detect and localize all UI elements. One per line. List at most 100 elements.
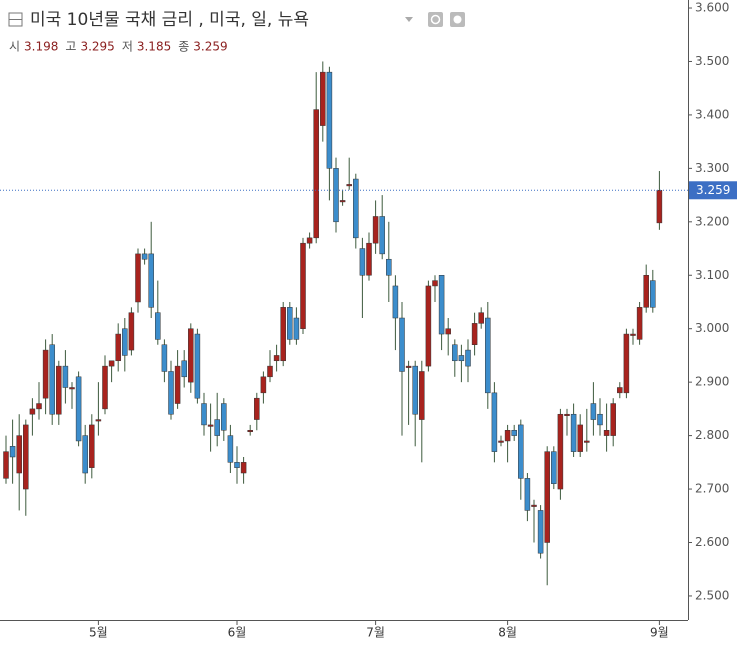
- candle-body: [122, 328, 128, 356]
- y-tick-label: 3.400: [695, 107, 729, 121]
- candle-body: [333, 168, 339, 223]
- ohlc-line: 시 3.198 고 3.295 저 3.185 종 3.259: [9, 40, 228, 54]
- x-tick-label: 8월: [498, 626, 517, 640]
- candle-body: [518, 424, 524, 479]
- x-tick-label: 9월: [650, 626, 669, 640]
- candle-body: [141, 253, 148, 260]
- settings-icon[interactable]: [428, 12, 443, 27]
- candle-body: [485, 317, 491, 394]
- y-tick-label: 3.200: [695, 214, 729, 228]
- candle-body: [148, 253, 154, 308]
- gear-icon-glyph: [453, 15, 462, 24]
- candle-body: [36, 403, 42, 410]
- candle-body: [570, 413, 577, 452]
- candle-body: [425, 285, 432, 367]
- ohlc-label: 종: [178, 40, 189, 54]
- y-tick-label: 2.600: [695, 535, 729, 549]
- candle-body: [82, 435, 88, 474]
- candle-body: [656, 190, 663, 224]
- y-tick-label: 3.300: [695, 161, 729, 175]
- candle-body: [452, 344, 458, 362]
- candle-body: [557, 413, 564, 490]
- candle-body: [9, 446, 16, 458]
- candle-body: [293, 317, 300, 340]
- candle-body: [306, 237, 313, 244]
- candle-body: [636, 307, 643, 340]
- candle-body: [161, 344, 168, 372]
- candle-body: [650, 280, 656, 308]
- candle-body: [234, 462, 240, 468]
- y-tick-label: 2.900: [695, 375, 729, 389]
- candle-body: [544, 451, 550, 543]
- candle-body: [597, 413, 603, 426]
- ohlc-label: 저: [122, 40, 133, 54]
- dropdown-icon[interactable]: [405, 17, 413, 22]
- candle-body: [69, 387, 75, 390]
- candle-body: [339, 200, 346, 203]
- candle-body: [227, 435, 234, 463]
- chart-title: 미국 10년물 국채 금리 , 미국, 일, 뉴욕: [30, 10, 309, 30]
- candle-body: [504, 430, 511, 442]
- candle-body: [23, 424, 29, 490]
- candle-body: [300, 242, 306, 329]
- candle-body: [379, 216, 385, 255]
- candle-body: [240, 462, 247, 474]
- candle-body: [280, 307, 286, 362]
- ohlc-value: 3.295: [80, 40, 114, 54]
- candle-body: [194, 333, 201, 399]
- candle-body: [181, 360, 187, 378]
- candle-body: [630, 333, 636, 336]
- candle-body: [432, 280, 438, 287]
- y-tick-label: 3.500: [695, 54, 729, 68]
- candle-body: [471, 323, 478, 345]
- candle-body: [478, 312, 484, 324]
- candle-body: [386, 258, 392, 276]
- last-price-box: [689, 181, 737, 200]
- candle-body: [247, 430, 253, 433]
- candle-body: [260, 376, 267, 394]
- candle-body: [3, 451, 9, 479]
- candle-body: [254, 397, 260, 420]
- candle-body: [56, 365, 62, 415]
- y-tick-label: 3.000: [695, 321, 729, 335]
- candle-body: [155, 312, 161, 340]
- candle-body: [313, 109, 319, 239]
- candle-body: [188, 328, 194, 383]
- candle-body: [102, 365, 108, 410]
- candle-body: [128, 312, 135, 351]
- candle-body: [465, 349, 471, 367]
- candle-body: [458, 355, 465, 362]
- candle-body: [372, 216, 379, 244]
- candle-body: [610, 403, 616, 436]
- candle-body: [438, 275, 445, 335]
- candle-body: [287, 307, 293, 340]
- y-tick-label: 2.700: [695, 482, 729, 496]
- ohlc-label: 시: [9, 40, 20, 54]
- candle-body: [623, 333, 630, 394]
- candle-body: [326, 71, 333, 169]
- y-tick-label: 2.500: [695, 588, 729, 602]
- candle-body: [498, 440, 504, 443]
- candle-body: [115, 333, 121, 362]
- candle-body: [603, 430, 610, 436]
- candle-body: [511, 430, 517, 436]
- last-price-label: 3.259: [696, 183, 730, 197]
- candle-body: [207, 424, 214, 427]
- candle-body: [168, 371, 174, 415]
- candle-body: [399, 317, 405, 372]
- candle-body: [29, 408, 36, 415]
- x-tick-label: 6월: [228, 626, 247, 640]
- candle-body: [49, 344, 55, 415]
- y-tick-label: 3.600: [695, 1, 729, 15]
- candle-body: [445, 328, 451, 335]
- ohlc-label: 고: [65, 40, 76, 54]
- candle-body: [551, 451, 557, 484]
- candle-body: [590, 403, 597, 420]
- ohlc-value: 3.185: [137, 40, 171, 54]
- candle-body: [412, 365, 418, 415]
- candle-body: [320, 71, 326, 126]
- candle-body: [89, 424, 95, 468]
- candle-body: [564, 413, 570, 416]
